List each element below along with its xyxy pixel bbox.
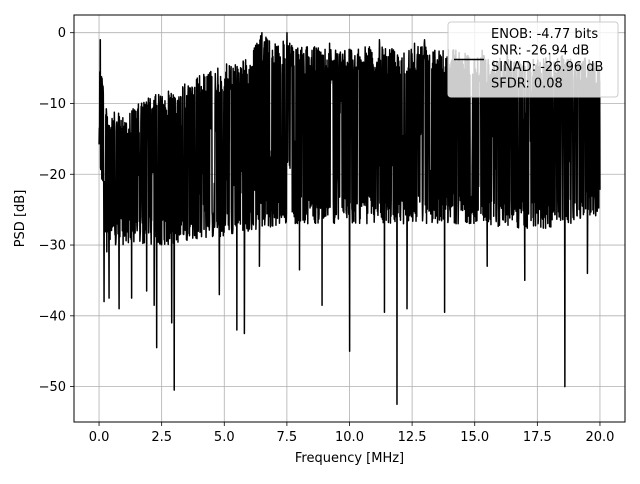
- legend-sinad: SINAD: -26.96 dB: [491, 60, 603, 75]
- y-axis-label: PSD [dB]: [13, 190, 28, 248]
- x-tick-label: 2.5: [151, 430, 172, 445]
- x-tick-label: 0.0: [89, 430, 110, 445]
- x-axis-label: Frequency [MHz]: [295, 451, 404, 466]
- x-tick-label: 5.0: [214, 430, 235, 445]
- y-tick-label: −40: [39, 309, 66, 324]
- legend-enob: ENOB: -4.77 bits: [491, 27, 598, 42]
- y-tick-label: 0: [58, 26, 66, 41]
- legend-box: [447, 21, 619, 98]
- series-layer: [98, 31, 601, 406]
- x-tick-label: 7.5: [277, 430, 298, 445]
- legend-snr: SNR: -26.94 dB: [491, 44, 589, 59]
- psd-series-line: [98, 31, 601, 406]
- x-tick-label: 20.0: [585, 430, 614, 445]
- y-tick-label: −20: [39, 168, 66, 183]
- y-tick-label: −10: [39, 97, 66, 112]
- x-tick-label: 15.0: [460, 430, 489, 445]
- legend-sfdr: SFDR: 0.08: [491, 77, 563, 92]
- y-tick-label: −30: [39, 239, 66, 254]
- y-tick-label: −50: [39, 380, 66, 395]
- x-axis-ticks: 0.0 2.5 5.0 7.5 10.0 12.5 15.0 17.5 20.0: [89, 422, 614, 445]
- x-tick-label: 17.5: [523, 430, 552, 445]
- y-axis-ticks: 0 −10 −20 −30 −40 −50: [39, 26, 74, 395]
- legend: ENOB: -4.77 bits SNR: -26.94 dB SINAD: -…: [447, 21, 619, 98]
- x-tick-label: 12.5: [398, 430, 427, 445]
- x-tick-label: 10.0: [335, 430, 364, 445]
